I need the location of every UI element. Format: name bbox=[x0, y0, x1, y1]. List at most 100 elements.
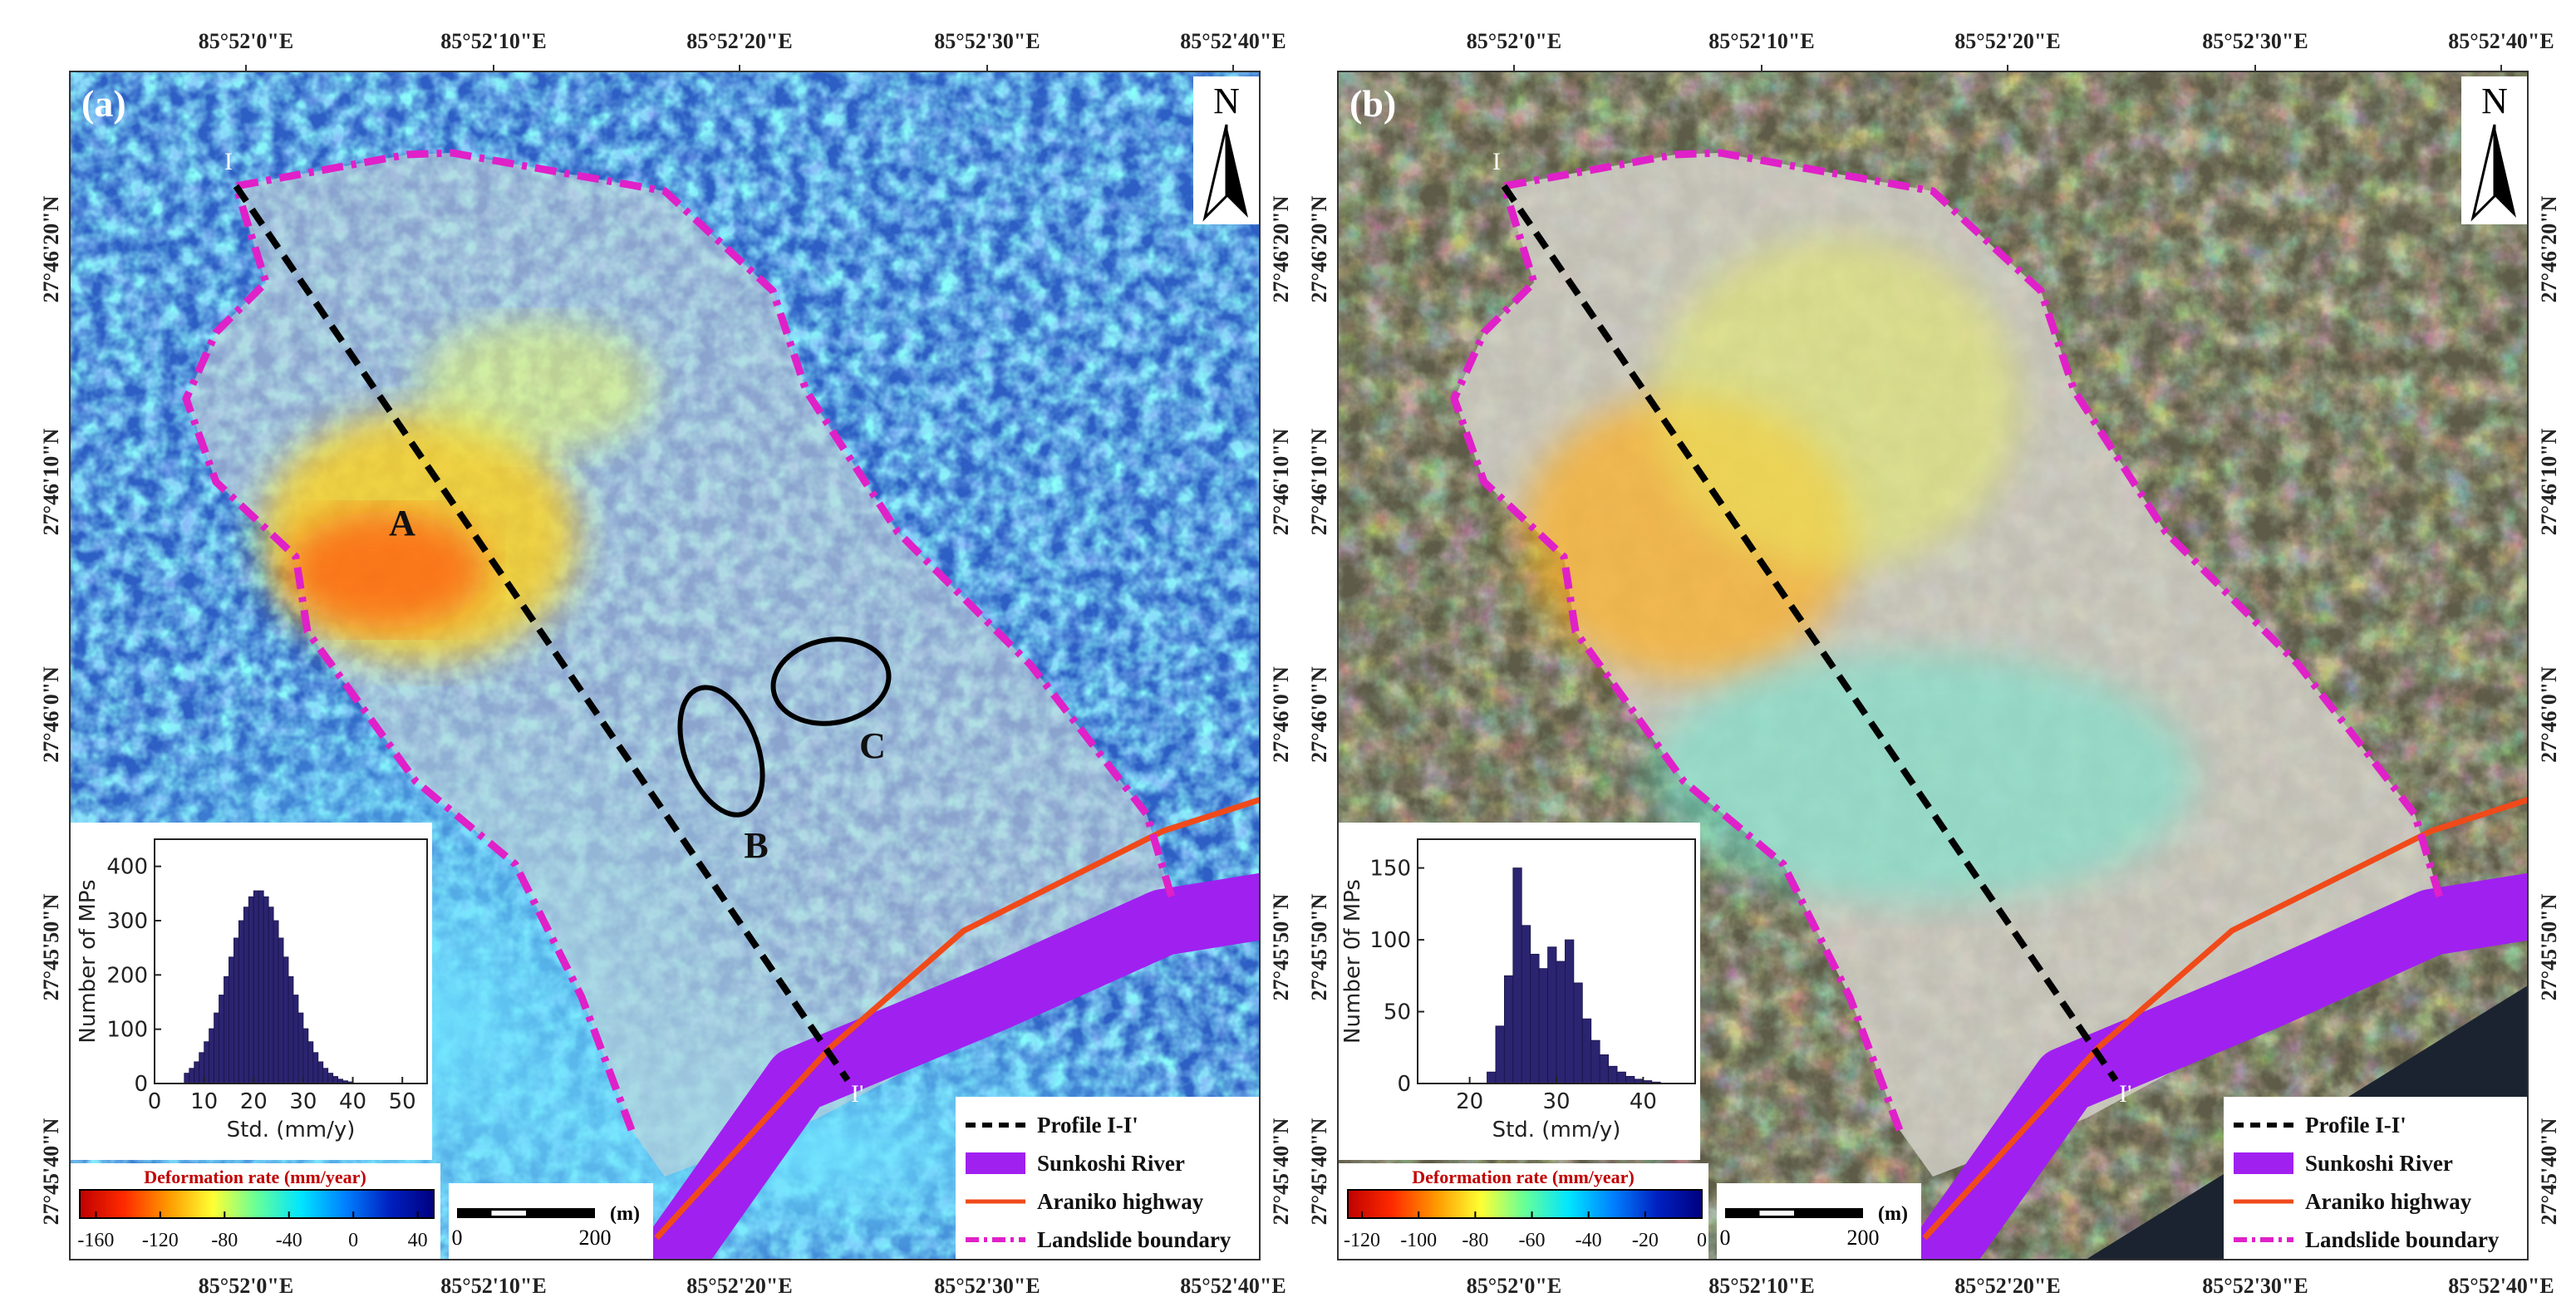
y-axis-label: Number of MPs bbox=[76, 879, 101, 1043]
profile-end: I' bbox=[2119, 1080, 2131, 1108]
colorbar-title: Deformation rate (mm/year) bbox=[144, 1167, 366, 1187]
plot-frame bbox=[154, 838, 428, 1084]
y-tick-label: 150 bbox=[1369, 857, 1411, 882]
colorbar-tick-label: -80 bbox=[1462, 1230, 1488, 1251]
x-axis-label: Std. (mm/y) bbox=[227, 1118, 356, 1142]
lon-label: 85°52'40"E bbox=[1180, 1274, 1286, 1298]
histogram-bar bbox=[1556, 961, 1566, 1084]
lat-label: 27°45'40"N bbox=[2537, 1118, 2561, 1225]
north-arrow bbox=[1227, 125, 1248, 218]
lon-label: 85°52'0"E bbox=[199, 1274, 293, 1298]
histogram: 0 10 20 30 40 50 0 100 200 300 400 Std. (mm/y) Numbe… bbox=[70, 823, 432, 1160]
lat-label: 27°46'10"N bbox=[39, 428, 63, 535]
histogram: 20 30 40 0 50 100 150 Std. (mm/y) Number 0f MPs bbox=[1338, 823, 1700, 1160]
x-tick-label: 30 bbox=[1542, 1089, 1570, 1114]
lat-label: 27°46'0"N bbox=[1307, 666, 1331, 763]
y-tick-label: 300 bbox=[106, 909, 148, 934]
histogram-bar bbox=[293, 995, 299, 1084]
colorbar-tick-label: 0 bbox=[1697, 1230, 1707, 1251]
histogram-bar bbox=[234, 937, 239, 1084]
north-label: N bbox=[2481, 81, 2508, 121]
histogram-bar bbox=[1565, 939, 1575, 1084]
lon-label: 85°52'0"E bbox=[1467, 1274, 1561, 1298]
texture bbox=[1654, 238, 2019, 570]
scalebar-unit: (m) bbox=[1878, 1203, 1908, 1225]
histogram-bar bbox=[268, 907, 274, 1084]
histogram-bar bbox=[332, 1076, 339, 1084]
legend-label: Landslide boundary bbox=[2305, 1227, 2500, 1252]
histogram-bar bbox=[273, 920, 279, 1084]
y-tick-label: 0 bbox=[1397, 1072, 1411, 1097]
histogram-bar bbox=[214, 1012, 219, 1084]
histogram-bar bbox=[229, 956, 234, 1084]
lat-label: 27°45'40"N bbox=[39, 1118, 63, 1225]
scalebar-box bbox=[1717, 1183, 1921, 1260]
x-tick-label: 20 bbox=[240, 1089, 268, 1114]
profile-start: I bbox=[1492, 148, 1501, 175]
annotation-label: C bbox=[859, 725, 886, 766]
histogram-bar bbox=[184, 1073, 190, 1084]
histogram-bar bbox=[238, 920, 244, 1084]
lat-label: 27°45'50"N bbox=[1269, 893, 1293, 1000]
y-axis-label: Number 0f MPs bbox=[1340, 879, 1365, 1044]
histogram-bar bbox=[312, 1052, 319, 1084]
histogram-bar bbox=[263, 896, 269, 1084]
lat-label: 27°46'10"N bbox=[1269, 428, 1293, 535]
histogram-bar bbox=[1512, 867, 1522, 1084]
north-arrow bbox=[2495, 125, 2516, 218]
histogram-bar bbox=[327, 1073, 334, 1084]
legend-label: Araniko highway bbox=[1037, 1189, 1204, 1214]
lat-label: 27°45'50"N bbox=[1307, 893, 1331, 1000]
x-tick-label: 40 bbox=[1630, 1089, 1657, 1114]
lat-label: 27°46'0"N bbox=[2537, 666, 2561, 763]
histogram-bar bbox=[258, 890, 264, 1084]
lon-label: 85°52'40"E bbox=[2448, 1274, 2554, 1298]
histogram-bar bbox=[1616, 1071, 1626, 1084]
histogram-bar bbox=[283, 956, 289, 1084]
legend-label: Sunkoshi River bbox=[1037, 1151, 1185, 1176]
lon-label: 85°52'10"E bbox=[1708, 29, 1814, 53]
map-body: I I' (b) N 20 30 40 0 50 100 150 Std. (mm/y) Number … bbox=[1338, 71, 2528, 1260]
x-tick-label: 30 bbox=[289, 1089, 317, 1114]
histogram-bar bbox=[1608, 1065, 1618, 1084]
legend-label: Sunkoshi River bbox=[2305, 1151, 2453, 1176]
histogram-bar bbox=[288, 975, 294, 1084]
river bbox=[637, 872, 1260, 1260]
annotation-label: A bbox=[389, 503, 415, 543]
histogram-bar bbox=[317, 1061, 324, 1084]
landslide-boundary bbox=[182, 149, 1176, 1132]
legend-label: Profile I-I' bbox=[2305, 1113, 2406, 1138]
lat-label: 27°46'0"N bbox=[1269, 666, 1293, 763]
histogram-bar bbox=[1538, 968, 1548, 1084]
legend-label: Araniko highway bbox=[2305, 1189, 2472, 1214]
scalebar-label: 0 bbox=[1720, 1226, 1731, 1250]
lat-label: 27°46'0"N bbox=[39, 666, 63, 763]
annotation-label: B bbox=[744, 825, 768, 866]
profile-line bbox=[233, 184, 851, 1083]
lat-label: 27°45'40"N bbox=[1307, 1118, 1331, 1225]
colorbar-tick-label: -100 bbox=[1400, 1230, 1437, 1251]
legend-label: Profile I-I' bbox=[1037, 1113, 1138, 1138]
histogram-bar bbox=[297, 1012, 304, 1084]
highway bbox=[654, 796, 1260, 1241]
profile-end: I' bbox=[851, 1080, 863, 1108]
lon-label: 85°52'20"E bbox=[1954, 29, 2060, 53]
histogram-bar bbox=[219, 995, 224, 1084]
histogram-bar bbox=[1530, 953, 1540, 1084]
colorbar-tick-label: -160 bbox=[77, 1230, 114, 1251]
histogram-bar bbox=[1495, 1025, 1505, 1084]
histogram-bar bbox=[1581, 1018, 1592, 1084]
panel-frame bbox=[1337, 71, 2529, 1260]
annotation-ellipse bbox=[677, 685, 765, 818]
lon-label: 85°52'30"E bbox=[2202, 29, 2308, 53]
scalebar-seg bbox=[1759, 1211, 1794, 1216]
colorbar-tick-label: -20 bbox=[1632, 1230, 1659, 1251]
histogram-bar bbox=[194, 1061, 200, 1084]
colorbar-tick-label: 40 bbox=[408, 1230, 428, 1251]
lat-label: 27°45'50"N bbox=[39, 893, 63, 1000]
colorbar-tick-label: -120 bbox=[1344, 1230, 1380, 1251]
histogram-bar bbox=[1487, 1071, 1497, 1084]
